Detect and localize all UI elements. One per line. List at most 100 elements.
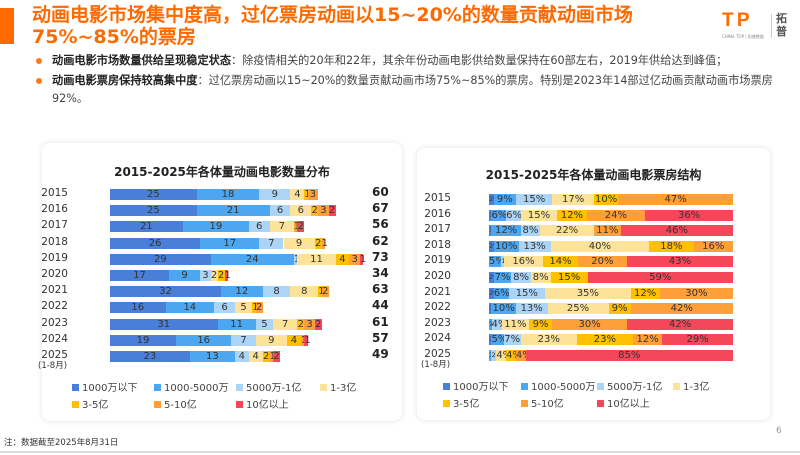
bar-segment: 13 — [189, 351, 235, 362]
year-label: 2020 — [424, 270, 451, 282]
bar-segment: 21 — [196, 205, 270, 217]
legend-item: 3-5亿 — [72, 396, 108, 411]
bar-segment: 4% — [496, 350, 513, 361]
bar-segment: 19 — [182, 221, 249, 233]
legend-item: 1-3亿 — [673, 378, 709, 393]
bar-segment: 11 — [297, 253, 336, 265]
bar-segment: 7 — [273, 318, 298, 330]
total-label: 61 — [372, 314, 389, 329]
bar-segment: 12 — [221, 286, 263, 298]
year-label: 2017 — [424, 223, 451, 236]
bar-segment: 4 — [234, 351, 249, 362]
logo-subtitle: CHINA TOP | 拓普数据 — [722, 34, 764, 39]
bar-segment: 1 — [304, 334, 311, 346]
legend-item: 5-10亿 — [521, 395, 564, 410]
legend-item: 10亿以上 — [236, 396, 289, 411]
legend-item: 1000-5000万 — [521, 378, 596, 393]
year-label: 2016 — [41, 203, 68, 216]
year-label: 2022 — [424, 301, 451, 314]
bar-segment: 5% — [491, 334, 508, 346]
bar-segment: 7% — [503, 334, 521, 346]
count-distribution-card: 2015-2025年各体量动画电影数量分布 201525189413602016… — [38, 143, 402, 421]
legend-label: 1000-5000万 — [531, 382, 596, 393]
bar-segment: 12% — [630, 287, 660, 299]
bar-segment: 2 — [217, 270, 225, 281]
bar-segment: 6% — [506, 209, 522, 221]
bar-segment: 4 — [290, 189, 305, 200]
bar-segment: 10% — [491, 303, 516, 315]
year-label: 2024 — [41, 332, 68, 345]
year-label: 2015 — [424, 192, 451, 204]
bar-segment: 9 — [283, 237, 315, 249]
year-label: 2018 — [424, 238, 451, 251]
bullet-heading: 动画电影市场数量供给呈现稳定状态 — [52, 54, 232, 67]
year-label: 2019 — [41, 251, 68, 264]
legend-item: 1000-5000万 — [154, 379, 229, 394]
bar-segment: 6 — [214, 302, 235, 314]
bar-segment: 11 — [217, 318, 256, 330]
year-label: 2021 — [424, 285, 451, 298]
page-title-line1: 动画电影市场集中度高，过亿票房动画以15~20%的数量贡献动画市场 — [32, 4, 633, 26]
legend-label: 5-10亿 — [531, 399, 564, 410]
bar-segment: 2 — [314, 318, 322, 330]
bar-segment: 5 — [234, 302, 253, 314]
bar-segment: 85% — [525, 350, 733, 361]
legend-label: 1-3亿 — [683, 382, 710, 393]
legend-item: 1000万以下 — [72, 379, 137, 394]
bar-segment: 25% — [547, 303, 609, 315]
legend-label: 3-5亿 — [82, 400, 109, 411]
bar-segment: 2 — [314, 237, 322, 249]
legend-label: 5000万-1亿 — [246, 383, 302, 394]
bar-segment: 36% — [645, 209, 733, 221]
legend-label: 10亿以上 — [607, 399, 650, 410]
year-label: 2018 — [41, 235, 68, 248]
year-label: 2015 — [41, 187, 68, 199]
year-sublabel: (1-8月) — [421, 360, 451, 370]
bar-segment: 3 — [349, 253, 360, 265]
bar-segment: 1 — [300, 334, 307, 346]
year-label: 2016 — [424, 207, 451, 220]
bar-segment: 8 — [262, 286, 291, 298]
bar-segment: 46% — [620, 225, 733, 237]
bar-segment: 1 — [293, 221, 300, 233]
bar-segment: 7 — [269, 221, 294, 233]
bar-segment: 18% — [649, 240, 694, 252]
title-accent-bar — [0, 8, 14, 44]
bar-segment: 43% — [627, 256, 733, 268]
bar-segment: 24% — [586, 209, 646, 221]
year-label: 2019 — [424, 254, 451, 267]
legend-label: 10亿以上 — [246, 400, 289, 411]
total-label: 44 — [372, 298, 389, 313]
bar-segment: 2 — [321, 286, 329, 298]
bar-segment: 11% — [501, 318, 530, 330]
legend-label: 1000万以下 — [82, 383, 138, 394]
bar-segment: 4% — [515, 350, 532, 361]
bar-segment: 22% — [540, 225, 594, 237]
bar-segment: 2 — [210, 270, 218, 281]
bar-segment: 30% — [659, 287, 733, 299]
data-note: 注：数据截至2025年8月31日 — [4, 438, 119, 448]
bar-segment: 14 — [165, 302, 215, 314]
bar-segment: 10% — [593, 194, 619, 205]
bullet-dot-icon — [36, 58, 42, 64]
bar-segment: 16% — [503, 256, 544, 268]
bar-segment: 2 — [255, 302, 263, 314]
bar-segment: 8% — [520, 225, 541, 237]
year-label: 2020 — [41, 268, 68, 280]
bar-segment: 31 — [110, 318, 218, 330]
legend-item: 5-10亿 — [154, 396, 197, 411]
bar-segment: 12% — [491, 225, 521, 237]
bar-segment: 2 — [328, 205, 336, 217]
total-label: 60 — [372, 185, 389, 199]
legend-label: 1000万以下 — [453, 382, 509, 393]
bar-segment: 19 — [110, 334, 176, 346]
total-label: 67 — [372, 201, 389, 216]
legend-item: 1-3亿 — [320, 379, 356, 394]
bar-segment: 13% — [518, 240, 551, 252]
bar-segment: 5% — [489, 256, 505, 268]
legend-swatch-icon — [597, 400, 604, 407]
bar-segment: 17 — [200, 237, 260, 249]
bar-segment: 6% — [493, 287, 510, 299]
year-label: 2023 — [424, 316, 451, 329]
bar-segment: 9 — [259, 189, 291, 200]
